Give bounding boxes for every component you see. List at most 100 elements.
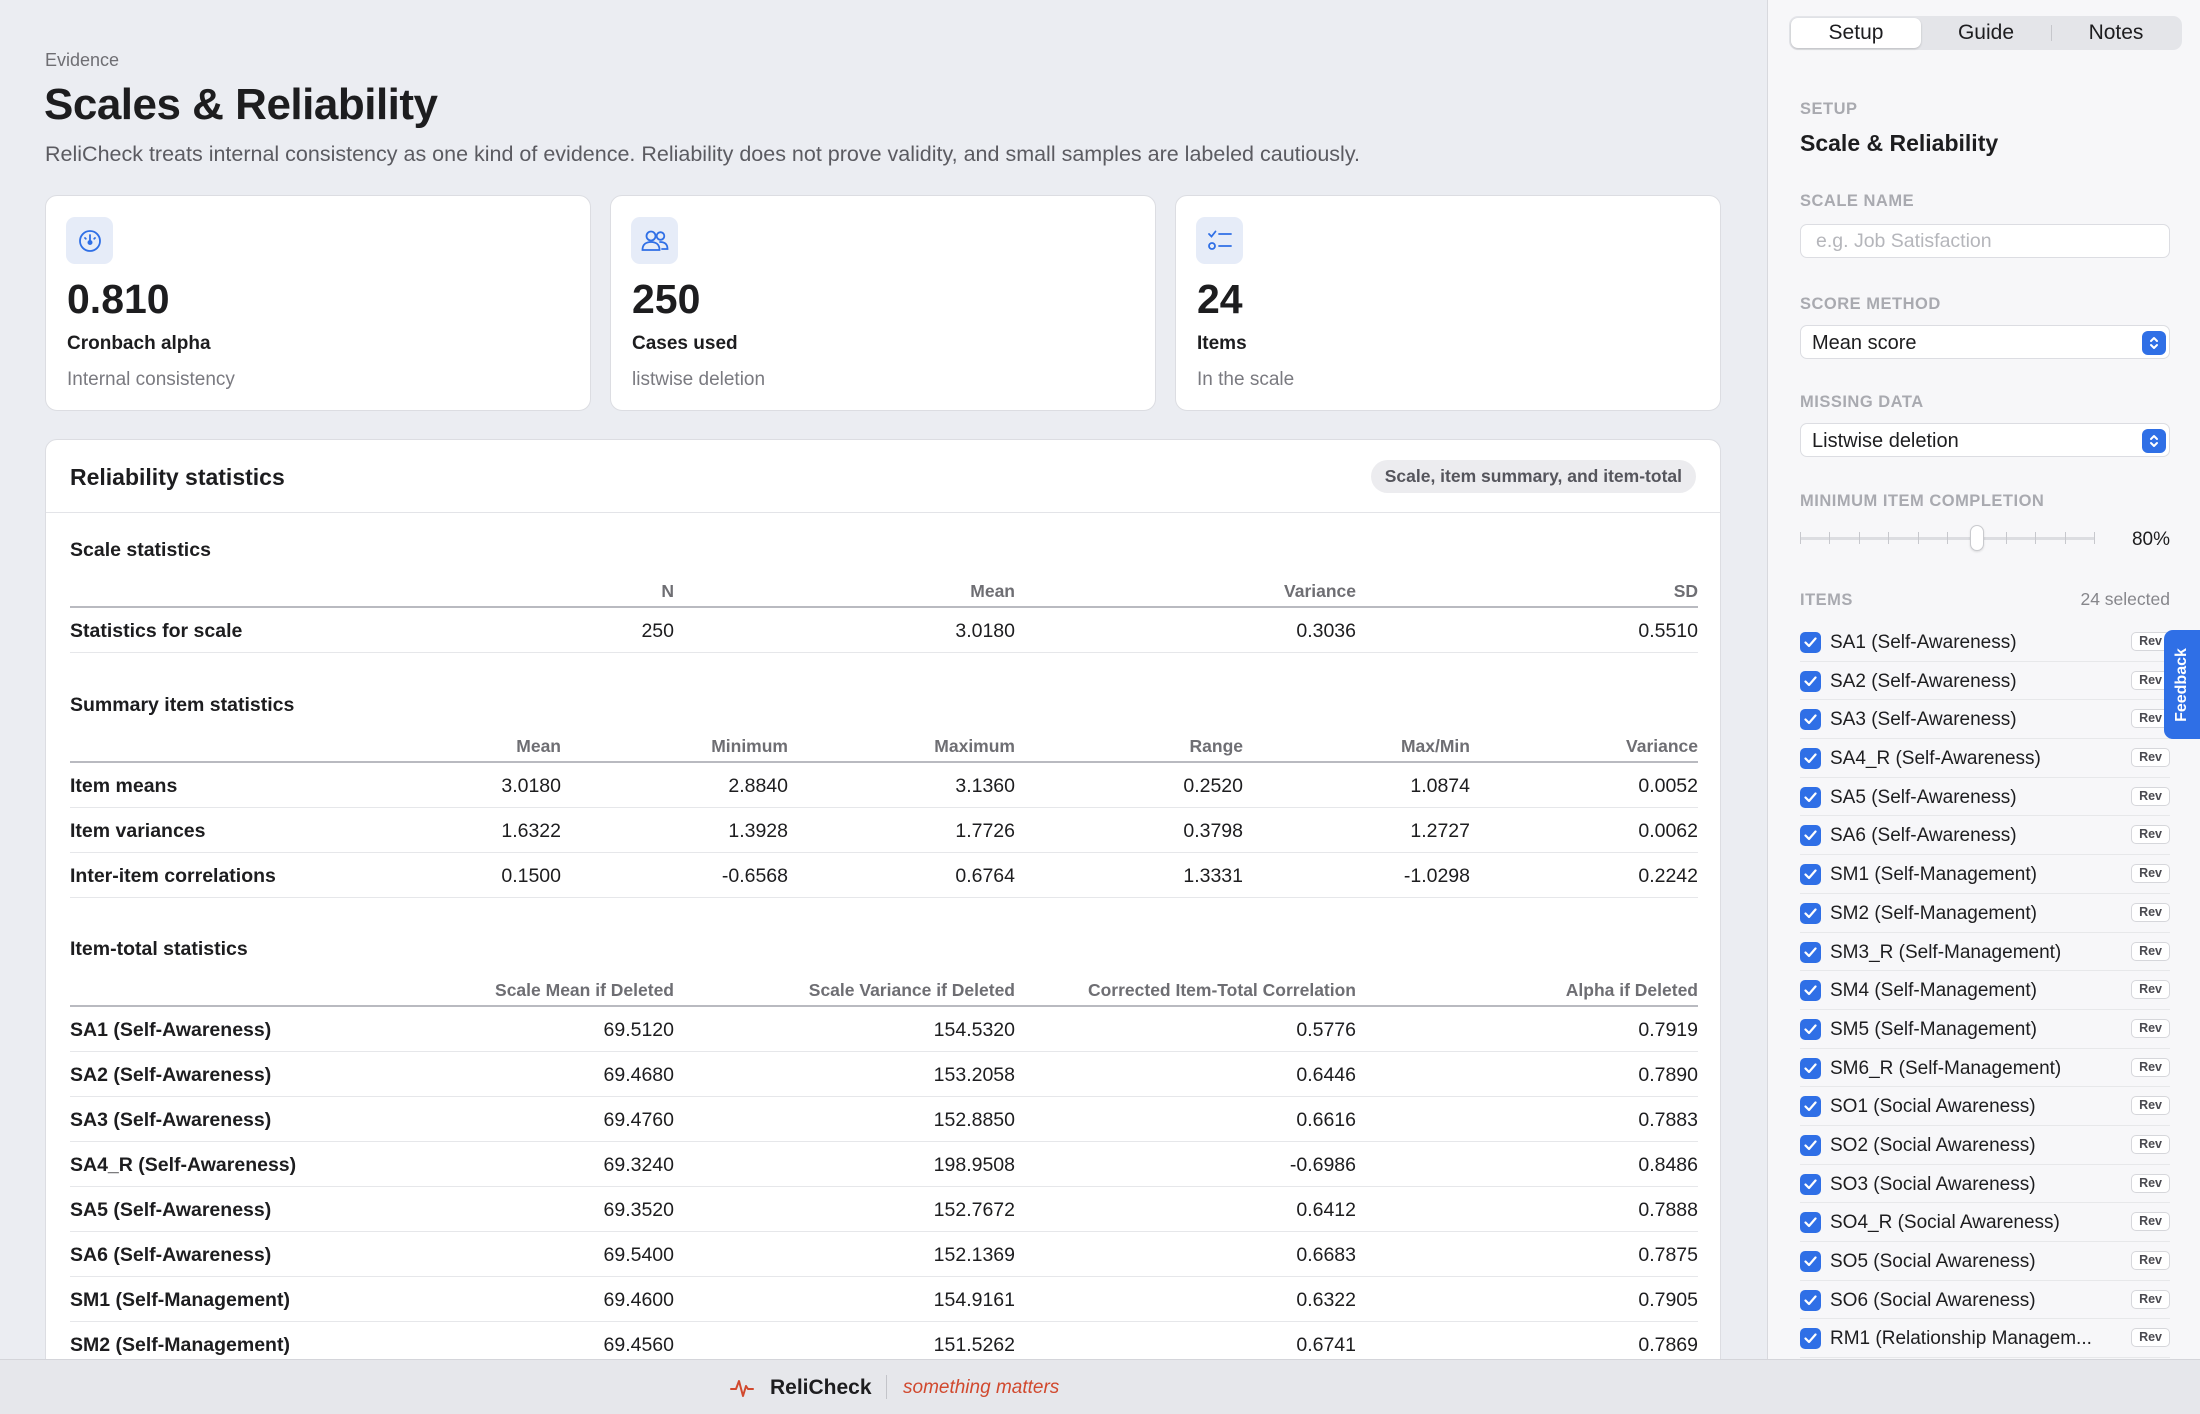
itemtotal-stats-title: Item-total statistics bbox=[70, 938, 248, 960]
cell: 2.8840 bbox=[728, 775, 788, 797]
scale-name-input[interactable] bbox=[1801, 225, 2169, 257]
scale-stats-title: Scale statistics bbox=[70, 539, 211, 561]
item-checkbox[interactable] bbox=[1800, 980, 1821, 1002]
reverse-toggle-button[interactable]: Rev bbox=[2131, 864, 2170, 884]
item-checkbox[interactable] bbox=[1800, 1096, 1821, 1118]
summary-stats-title: Summary item statistics bbox=[70, 694, 295, 716]
item-checkbox[interactable] bbox=[1800, 670, 1821, 692]
reverse-toggle-button[interactable]: Rev bbox=[2131, 709, 2170, 729]
item-checkbox[interactable] bbox=[1800, 1018, 1821, 1040]
slider-tick bbox=[1918, 532, 1919, 544]
item-checkbox[interactable] bbox=[1800, 1134, 1821, 1156]
cell: 0.5510 bbox=[1638, 620, 1698, 642]
cell: 69.4760 bbox=[603, 1109, 675, 1131]
stat-card-cases: 250 Cases used listwise deletion bbox=[610, 195, 1156, 411]
row-label: SM2 (Self-Management) bbox=[70, 1334, 290, 1356]
slider-tick bbox=[1829, 532, 1830, 544]
missing-data-value: Listwise deletion bbox=[1812, 430, 1959, 452]
item-name: SO6 (Social Awareness) bbox=[1830, 1289, 2036, 1311]
cell: 0.6412 bbox=[1296, 1199, 1356, 1221]
item-name: SO4_R (Social Awareness) bbox=[1830, 1212, 2060, 1234]
cell: 0.7905 bbox=[1638, 1289, 1698, 1311]
item-name: SO5 (Social Awareness) bbox=[1830, 1251, 2036, 1272]
summary-stats-header: Mean Minimum Maximum Range Max/Min Varia… bbox=[70, 729, 1698, 763]
tab-divider bbox=[2051, 25, 2052, 41]
reverse-toggle-button[interactable]: Rev bbox=[2131, 632, 2170, 651]
item-checkbox[interactable] bbox=[1800, 1173, 1821, 1195]
slider-tick bbox=[1800, 532, 1801, 544]
tab-notes[interactable]: Notes bbox=[2088, 21, 2144, 44]
cell: 69.4560 bbox=[603, 1334, 675, 1356]
reverse-toggle-button[interactable]: Rev bbox=[2131, 825, 2170, 845]
item-checkbox[interactable] bbox=[1800, 1289, 1821, 1311]
slider-thumb[interactable] bbox=[1970, 525, 1984, 551]
reverse-toggle-button[interactable]: Rev bbox=[2131, 786, 2170, 806]
item-checkbox[interactable] bbox=[1800, 1057, 1821, 1079]
item-checkbox[interactable] bbox=[1800, 632, 1821, 653]
min-completion-label: MINIMUM ITEM COMPLETION bbox=[1800, 492, 2045, 510]
reverse-toggle-button[interactable]: Rev bbox=[2131, 1057, 2170, 1077]
item-checkbox[interactable] bbox=[1800, 902, 1821, 924]
feedback-button[interactable]: Feedback bbox=[2164, 630, 2200, 739]
reverse-toggle-button[interactable]: Rev bbox=[2131, 1173, 2170, 1193]
slider-tick bbox=[1947, 532, 1948, 544]
table-row: SA1 (Self-Awareness) 69.5120 154.5320 0.577… bbox=[70, 1007, 1698, 1052]
item-checkbox[interactable] bbox=[1800, 786, 1821, 808]
cell: 154.5320 bbox=[933, 1019, 1015, 1041]
cell: 0.2520 bbox=[1183, 775, 1243, 797]
tab-setup[interactable]: Setup bbox=[1791, 18, 1921, 48]
items-label: Items bbox=[1197, 333, 1247, 354]
row-label: SA4_R (Self-Awareness) bbox=[70, 1154, 297, 1176]
table-row: SA5 (Self-Awareness) 69.3520 152.7672 0.641… bbox=[70, 1187, 1698, 1232]
item-checkbox[interactable] bbox=[1800, 1251, 1821, 1272]
tab-guide[interactable]: Guide bbox=[1957, 21, 2015, 44]
cell: 3.0180 bbox=[955, 620, 1015, 642]
row-label: SM1 (Self-Management) bbox=[70, 1289, 290, 1311]
row-label: Item variances bbox=[70, 820, 206, 842]
reverse-toggle-button[interactable]: Rev bbox=[2131, 748, 2170, 768]
reverse-toggle-button[interactable]: Rev bbox=[2131, 1018, 2170, 1038]
item-name: SM1 (Self-Management) bbox=[1830, 864, 2037, 886]
reverse-toggle-button[interactable]: Rev bbox=[2131, 1328, 2170, 1348]
reverse-toggle-button[interactable]: Rev bbox=[2131, 670, 2170, 690]
cell: 152.1369 bbox=[933, 1244, 1015, 1266]
cell: 69.3240 bbox=[603, 1154, 675, 1176]
cell: 154.9161 bbox=[933, 1289, 1015, 1311]
checklist-icon bbox=[1196, 217, 1243, 264]
stat-card-items: 24 Items In the scale bbox=[1175, 195, 1721, 411]
feedback-label: Feedback bbox=[2173, 647, 2190, 722]
item-checkbox[interactable] bbox=[1800, 1212, 1821, 1234]
item-checkbox[interactable] bbox=[1800, 825, 1821, 847]
score-method-select[interactable]: Mean score bbox=[1800, 325, 2170, 359]
reverse-toggle-button[interactable]: Rev bbox=[2131, 941, 2170, 961]
list-item: SA5 (Self-Awareness) Rev bbox=[1800, 778, 2170, 817]
slider-tick bbox=[1888, 532, 1889, 544]
item-checkbox[interactable] bbox=[1800, 748, 1821, 770]
item-checkbox[interactable] bbox=[1800, 864, 1821, 886]
item-checkbox[interactable] bbox=[1800, 941, 1821, 963]
missing-data-select[interactable]: Listwise deletion bbox=[1800, 423, 2170, 457]
items-sub: In the scale bbox=[1197, 369, 1295, 390]
item-checkbox[interactable] bbox=[1800, 709, 1821, 731]
reverse-toggle-button[interactable]: Rev bbox=[2131, 980, 2170, 1000]
reverse-toggle-button[interactable]: Rev bbox=[2131, 1212, 2170, 1232]
reverse-toggle-button[interactable]: Rev bbox=[2131, 1134, 2170, 1154]
reverse-toggle-button[interactable]: Rev bbox=[2131, 1096, 2170, 1116]
item-name: SA6 (Self-Awareness) bbox=[1830, 825, 2017, 847]
cell: -0.6568 bbox=[721, 865, 788, 887]
min-completion-slider[interactable] bbox=[1800, 525, 2095, 551]
table-row: Inter-item correlations 0.1500 -0.6568 0… bbox=[70, 853, 1698, 898]
item-name: RM1 (Relationship Managem... bbox=[1830, 1328, 2092, 1350]
alpha-label: Cronbach alpha bbox=[67, 333, 211, 354]
reverse-toggle-button[interactable]: Rev bbox=[2131, 1251, 2170, 1270]
sidebar-tabs: Setup Guide Notes bbox=[1789, 16, 2182, 50]
item-checkbox[interactable] bbox=[1800, 1328, 1821, 1350]
col-minimum: Minimum bbox=[711, 736, 788, 756]
list-item: SO1 (Social Awareness) Rev bbox=[1800, 1087, 2170, 1126]
cases-label: Cases used bbox=[632, 333, 738, 354]
reverse-toggle-button[interactable]: Rev bbox=[2131, 902, 2170, 922]
min-completion-value: 80% bbox=[2131, 529, 2170, 550]
table-row: SA4_R (Self-Awareness) 69.3240 198.9508 -0.… bbox=[70, 1142, 1698, 1187]
slider-tick bbox=[1859, 532, 1860, 544]
reverse-toggle-button[interactable]: Rev bbox=[2131, 1289, 2170, 1309]
